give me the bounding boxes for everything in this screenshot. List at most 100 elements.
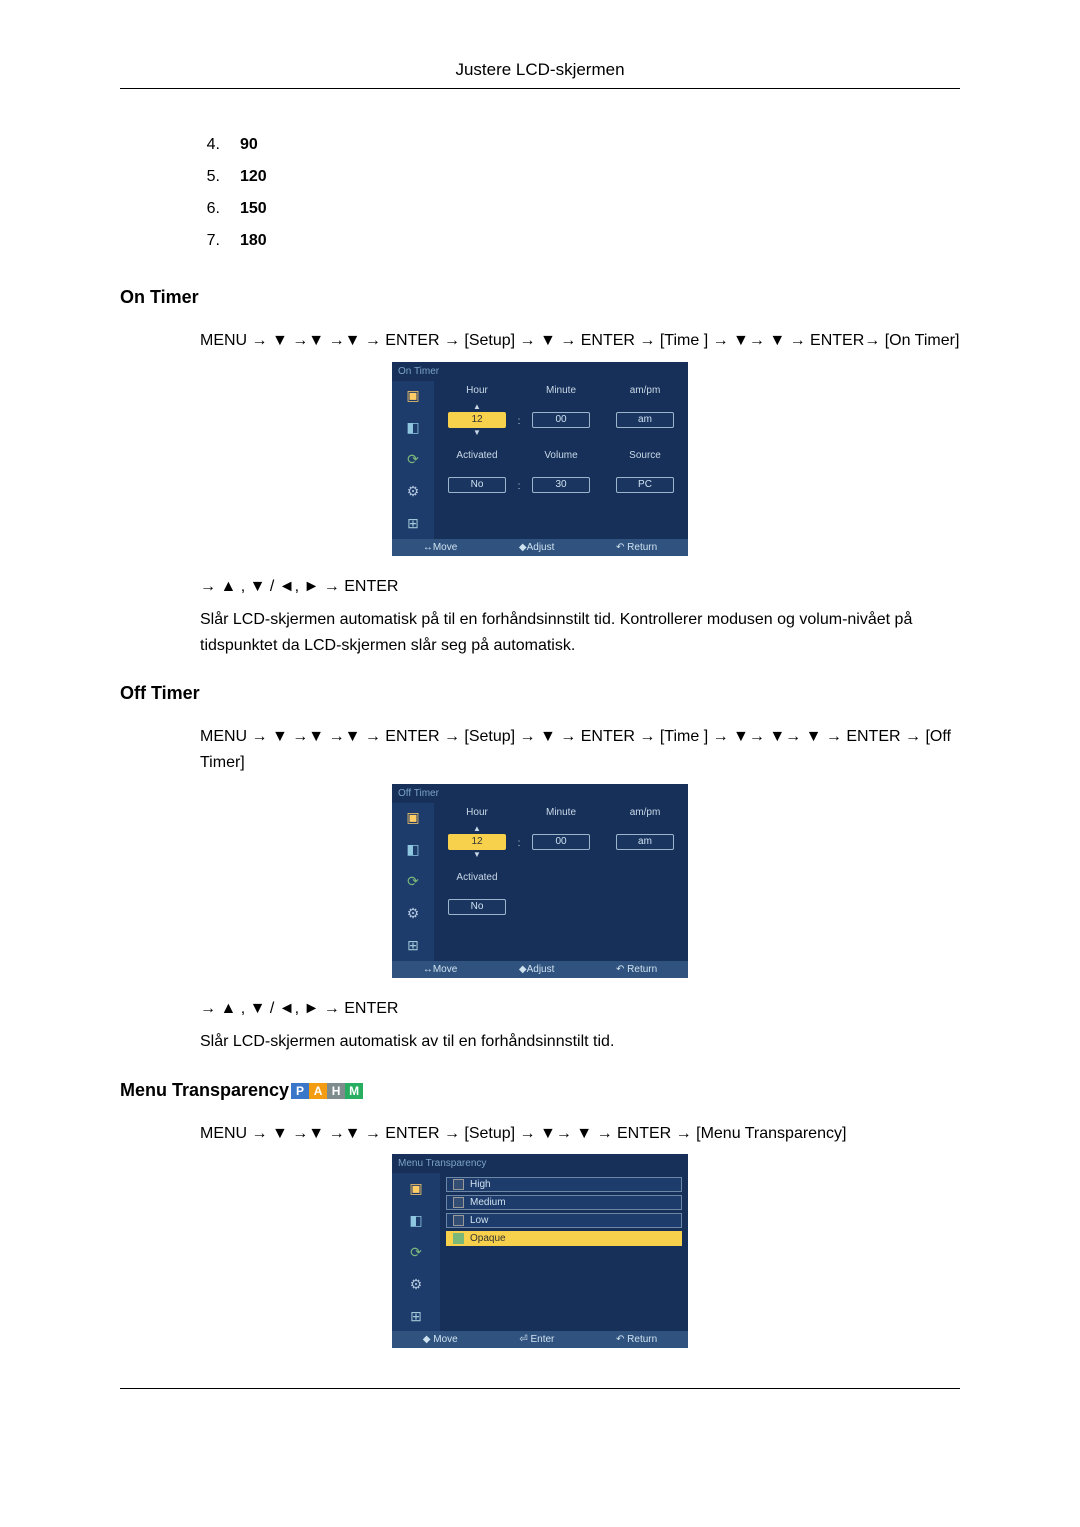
gear-icon: ⚙ bbox=[403, 483, 423, 501]
osd-col: Volume 30 bbox=[524, 450, 598, 503]
footer-enter: ⏎ Enter bbox=[519, 1334, 554, 1345]
list-number: 4. bbox=[200, 129, 220, 161]
osd-label: Source bbox=[608, 450, 682, 461]
divider-bottom bbox=[120, 1388, 960, 1389]
osd-label: am/pm bbox=[608, 385, 682, 396]
bullet-icon bbox=[453, 1233, 464, 1244]
osd-col: Minute 00 bbox=[524, 385, 598, 438]
bullet-icon bbox=[453, 1197, 464, 1208]
osd-col: Hour ▲ 12 ▼ bbox=[440, 385, 514, 438]
list-item: 7. 180 bbox=[200, 225, 960, 257]
menu-transparency-title: Menu Transparency bbox=[120, 1080, 289, 1100]
osd-label: Minute bbox=[524, 807, 598, 818]
off-timer-nav2: → ▲ , ▼ / ◄, ► → ENTER bbox=[200, 996, 960, 1022]
list-item: 5. 120 bbox=[200, 161, 960, 193]
osd-label: Activated bbox=[440, 450, 514, 461]
osd-label: am/pm bbox=[608, 807, 682, 818]
osd-value[interactable]: am bbox=[616, 412, 674, 428]
transparency-option[interactable]: High bbox=[446, 1177, 682, 1192]
osd-panel: Off Timer ▣ ◧ ⟳ ⚙ ⊞ Hour ▲ 12 ▼ : Minute… bbox=[392, 784, 688, 978]
osd-footer: ↔Move ◆Adjust ↶ Return bbox=[392, 539, 688, 556]
off-timer-nav: MENU → ▼ →▼ →▼ → ENTER → [Setup] → ▼ → E… bbox=[200, 724, 960, 775]
source-icon: ◧ bbox=[403, 419, 423, 437]
footer-return: ↶ Return bbox=[616, 542, 657, 553]
list-value: 150 bbox=[240, 193, 267, 225]
option-label: High bbox=[470, 1179, 491, 1190]
osd-main: Hour ▲ 12 ▼ : Minute 00 am/pm am Activat… bbox=[434, 803, 688, 961]
page-title: Justere LCD-skjermen bbox=[120, 60, 960, 80]
osd-value[interactable]: 12 bbox=[448, 834, 506, 850]
bullet-icon bbox=[453, 1215, 464, 1226]
footer-move: ↔Move bbox=[423, 542, 457, 553]
option-label: Opaque bbox=[470, 1233, 506, 1244]
on-timer-desc: Slår LCD-skjermen automatisk på til en f… bbox=[200, 607, 960, 658]
divider-top bbox=[120, 88, 960, 89]
osd-panel: Menu Transparency ▣ ◧ ⟳ ⚙ ⊞ High Medium … bbox=[392, 1154, 688, 1348]
list-item: 6. 150 bbox=[200, 193, 960, 225]
osd-panel: On Timer ▣ ◧ ⟳ ⚙ ⊞ Hour ▲ 12 ▼ : Minute … bbox=[392, 362, 688, 556]
osd-footer: ↔Move ◆Adjust ↶ Return bbox=[392, 961, 688, 978]
osd-value[interactable]: No bbox=[448, 477, 506, 493]
multi-icon: ⊞ bbox=[403, 515, 423, 533]
mode-tag-m: M bbox=[345, 1083, 363, 1099]
refresh-icon: ⟳ bbox=[406, 1243, 426, 1261]
transparency-option[interactable]: Medium bbox=[446, 1195, 682, 1210]
picture-icon: ▣ bbox=[406, 1179, 426, 1197]
option-label: Low bbox=[470, 1215, 488, 1226]
list-value: 180 bbox=[240, 225, 267, 257]
refresh-icon: ⟳ bbox=[403, 873, 423, 891]
list-number: 7. bbox=[200, 225, 220, 257]
list-value: 120 bbox=[240, 161, 267, 193]
footer-return: ↶ Return bbox=[616, 1334, 657, 1345]
footer-move: ↔Move bbox=[423, 964, 457, 975]
refresh-icon: ⟳ bbox=[403, 451, 423, 469]
osd-col: Activated No bbox=[440, 450, 514, 503]
osd-value[interactable]: 12 bbox=[448, 412, 506, 428]
osd-sidebar: ▣ ◧ ⟳ ⚙ ⊞ bbox=[392, 803, 434, 961]
osd-value[interactable]: PC bbox=[616, 477, 674, 493]
osd-value[interactable]: 00 bbox=[532, 834, 590, 850]
picture-icon: ▣ bbox=[403, 387, 423, 405]
osd-title: Menu Transparency bbox=[392, 1154, 688, 1173]
osd-col: am/pm am bbox=[608, 807, 682, 860]
footer-return: ↶ Return bbox=[616, 964, 657, 975]
list-value: 90 bbox=[240, 129, 258, 161]
multi-icon: ⊞ bbox=[406, 1307, 426, 1325]
osd-value[interactable]: am bbox=[616, 834, 674, 850]
osd-col: Source PC bbox=[608, 450, 682, 503]
transparency-option[interactable]: Opaque bbox=[446, 1231, 682, 1246]
footer-move: ◆ Move bbox=[423, 1334, 458, 1345]
numbered-list: 4. 90 5. 120 6. 150 7. 180 bbox=[200, 129, 960, 257]
section-on-timer: On Timer bbox=[120, 287, 960, 308]
osd-col: Minute 00 bbox=[524, 807, 598, 860]
osd-label: Hour bbox=[440, 807, 514, 818]
mode-tag-a: A bbox=[309, 1083, 327, 1099]
osd-sidebar: ▣ ◧ ⟳ ⚙ ⊞ bbox=[392, 1173, 440, 1331]
menu-transparency-nav: MENU → ▼ →▼ →▼ → ENTER → [Setup] → ▼→ ▼ … bbox=[200, 1121, 960, 1147]
osd-sidebar: ▣ ◧ ⟳ ⚙ ⊞ bbox=[392, 381, 434, 539]
list-number: 6. bbox=[200, 193, 220, 225]
list-number: 5. bbox=[200, 161, 220, 193]
section-menu-transparency: Menu TransparencyPAHM bbox=[120, 1080, 960, 1101]
bullet-icon bbox=[453, 1179, 464, 1190]
transparency-option[interactable]: Low bbox=[446, 1213, 682, 1228]
picture-icon: ▣ bbox=[403, 809, 423, 827]
osd-label: Minute bbox=[524, 385, 598, 396]
osd-value[interactable]: 00 bbox=[532, 412, 590, 428]
osd-main: High Medium Low Opaque bbox=[440, 1173, 688, 1331]
section-off-timer: Off Timer bbox=[120, 683, 960, 704]
osd-main: Hour ▲ 12 ▼ : Minute 00 am/pm am Activat… bbox=[434, 381, 688, 539]
mode-tag-h: H bbox=[327, 1083, 345, 1099]
gear-icon: ⚙ bbox=[403, 905, 423, 923]
osd-title: On Timer bbox=[392, 362, 688, 381]
osd-value[interactable]: 30 bbox=[532, 477, 590, 493]
option-label: Medium bbox=[470, 1197, 506, 1208]
osd-label: Activated bbox=[440, 872, 514, 883]
source-icon: ◧ bbox=[403, 841, 423, 859]
source-icon: ◧ bbox=[406, 1211, 426, 1229]
osd-col: Hour ▲ 12 ▼ bbox=[440, 807, 514, 860]
on-timer-nav2: → ▲ , ▼ / ◄, ► → ENTER bbox=[200, 574, 960, 600]
osd-value[interactable]: No bbox=[448, 899, 506, 915]
osd-title: Off Timer bbox=[392, 784, 688, 803]
on-timer-nav: MENU → ▼ →▼ →▼ → ENTER → [Setup] → ▼ → E… bbox=[200, 328, 960, 354]
